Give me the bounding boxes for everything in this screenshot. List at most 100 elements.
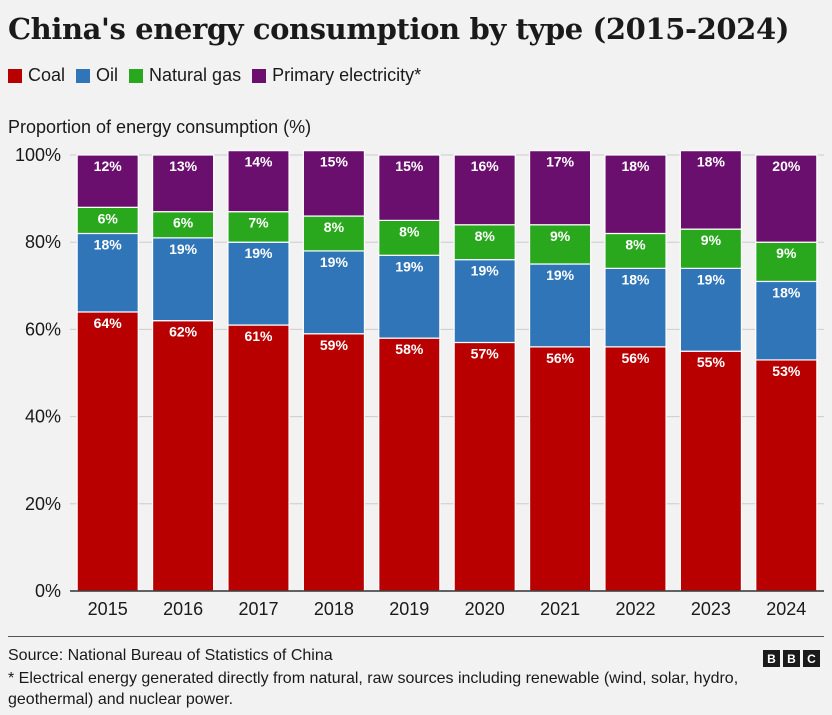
data-label: 9% [776, 245, 797, 261]
data-label: 8% [625, 236, 646, 252]
stacked-bar-chart: 0% 20% 40% 60% 80% 100% 64% 18% 6% 12% 2015 62% 19% 6… [15, 145, 824, 619]
data-label: 15% [395, 158, 424, 174]
x-tick-label: 2021 [540, 599, 580, 619]
bar-segment-coal [378, 337, 441, 592]
data-label: 18% [621, 271, 650, 287]
bar-segment-primary-electricity [302, 150, 366, 217]
logo-letter: B [783, 650, 800, 667]
bar-segment-coal [755, 359, 818, 592]
data-label: 18% [621, 158, 650, 174]
x-tick-label: 2022 [615, 599, 655, 619]
y-tick-label: 20% [25, 494, 61, 514]
bar-segment-primary-electricity [528, 150, 592, 226]
data-label: 15% [320, 154, 349, 170]
y-tick-label: 0% [35, 581, 61, 601]
legend-label-natural-gas: Natural gas [149, 65, 242, 85]
legend-item-oil: Oil [76, 65, 118, 86]
data-label: 9% [550, 228, 571, 244]
data-label: 12% [94, 158, 123, 174]
data-label: 16% [471, 158, 500, 174]
legend-swatch-oil [76, 68, 91, 83]
data-label: 55% [697, 354, 726, 370]
x-tick-label: 2019 [389, 599, 429, 619]
data-label: 64% [94, 315, 123, 331]
x-tick-label: 2015 [88, 599, 128, 619]
bar-segment-oil [453, 259, 516, 344]
legend-label-primary-electricity: Primary electricity* [272, 65, 422, 85]
bar-segment-coal [679, 350, 743, 592]
data-label: 19% [395, 258, 424, 274]
bar-segment-natural-gas [755, 241, 818, 283]
x-tick-label: 2020 [465, 599, 505, 619]
bar-segment-natural-gas [302, 215, 366, 252]
bar-segment-primary-electricity [679, 150, 743, 230]
data-label: 57% [471, 345, 500, 361]
data-label: 56% [546, 350, 575, 366]
bar-segment-primary-electricity [604, 154, 667, 235]
data-label: 8% [399, 223, 420, 239]
data-label: 18% [697, 154, 726, 170]
data-label: 18% [94, 236, 123, 252]
data-label: 19% [320, 254, 349, 270]
bar-segment-oil [378, 254, 441, 339]
data-label: 19% [471, 263, 500, 279]
data-label: 6% [173, 215, 194, 231]
bar-segment-oil [302, 250, 366, 335]
bar-segment-oil [227, 241, 290, 326]
legend-item-coal: Coal [8, 65, 65, 86]
data-label: 14% [244, 154, 273, 170]
bar-segment-primary-electricity [755, 154, 818, 243]
bar-segment-natural-gas [151, 211, 215, 239]
bar-segment-oil [528, 263, 592, 348]
legend-item-primary-electricity: Primary electricity* [252, 65, 421, 86]
bar-segment-natural-gas [76, 206, 139, 235]
footnote: * Electrical energy generated directly f… [8, 670, 739, 708]
data-label: 6% [98, 210, 119, 226]
bar-segment-coal [528, 346, 592, 592]
legend-swatch-coal [8, 68, 22, 83]
legend-label-oil: Oil [96, 65, 119, 85]
legend-label-coal: Coal [28, 65, 66, 85]
data-label: 19% [244, 245, 273, 261]
y-tick-label: 100% [15, 145, 61, 165]
bar-segment-primary-electricity [151, 154, 215, 213]
bar-segment-coal [76, 311, 139, 592]
y-tick-label: 80% [25, 232, 61, 252]
bar-segment-coal [604, 346, 667, 592]
data-label: 18% [772, 284, 801, 300]
bar-segment-coal [151, 320, 215, 592]
bar-segment-natural-gas [227, 211, 290, 243]
y-axis-label: Proportion of energy consumption (%) [8, 117, 312, 137]
data-label: 7% [248, 215, 269, 231]
bar-segment-oil [604, 267, 667, 348]
bar-segment-coal [227, 324, 290, 592]
data-label: 53% [772, 363, 801, 379]
data-label: 20% [772, 158, 801, 174]
data-label: 59% [320, 337, 349, 353]
x-tick-label: 2017 [238, 599, 278, 619]
data-label: 19% [697, 271, 726, 287]
logo-letter: C [803, 650, 820, 667]
source-note: Source: National Bureau of Statistics of… [8, 647, 333, 664]
bar-segment-oil [76, 232, 139, 313]
data-label: 8% [475, 228, 496, 244]
data-label: 58% [395, 341, 424, 357]
footer-divider [8, 636, 824, 637]
bar-segment-primary-electricity [453, 154, 516, 226]
data-label: 62% [169, 324, 198, 340]
bar-segment-primary-electricity [76, 154, 139, 208]
y-tick-label: 60% [25, 319, 61, 339]
bar-segment-natural-gas [604, 232, 667, 269]
chart-title: China's energy consumption by type (2015… [8, 12, 790, 46]
legend: Coal Oil Natural gas Primary electricity… [8, 65, 432, 86]
bar-segment-natural-gas [378, 219, 441, 256]
bar-segment-coal [302, 333, 366, 592]
x-tick-label: 2023 [691, 599, 731, 619]
legend-item-natural-gas: Natural gas [129, 65, 241, 86]
bar-segment-coal [453, 341, 516, 592]
data-label: 56% [621, 350, 650, 366]
bar-segment-oil [755, 280, 818, 361]
bar-segment-natural-gas [679, 228, 743, 269]
x-tick-label: 2024 [766, 599, 806, 619]
data-label: 8% [324, 219, 345, 235]
